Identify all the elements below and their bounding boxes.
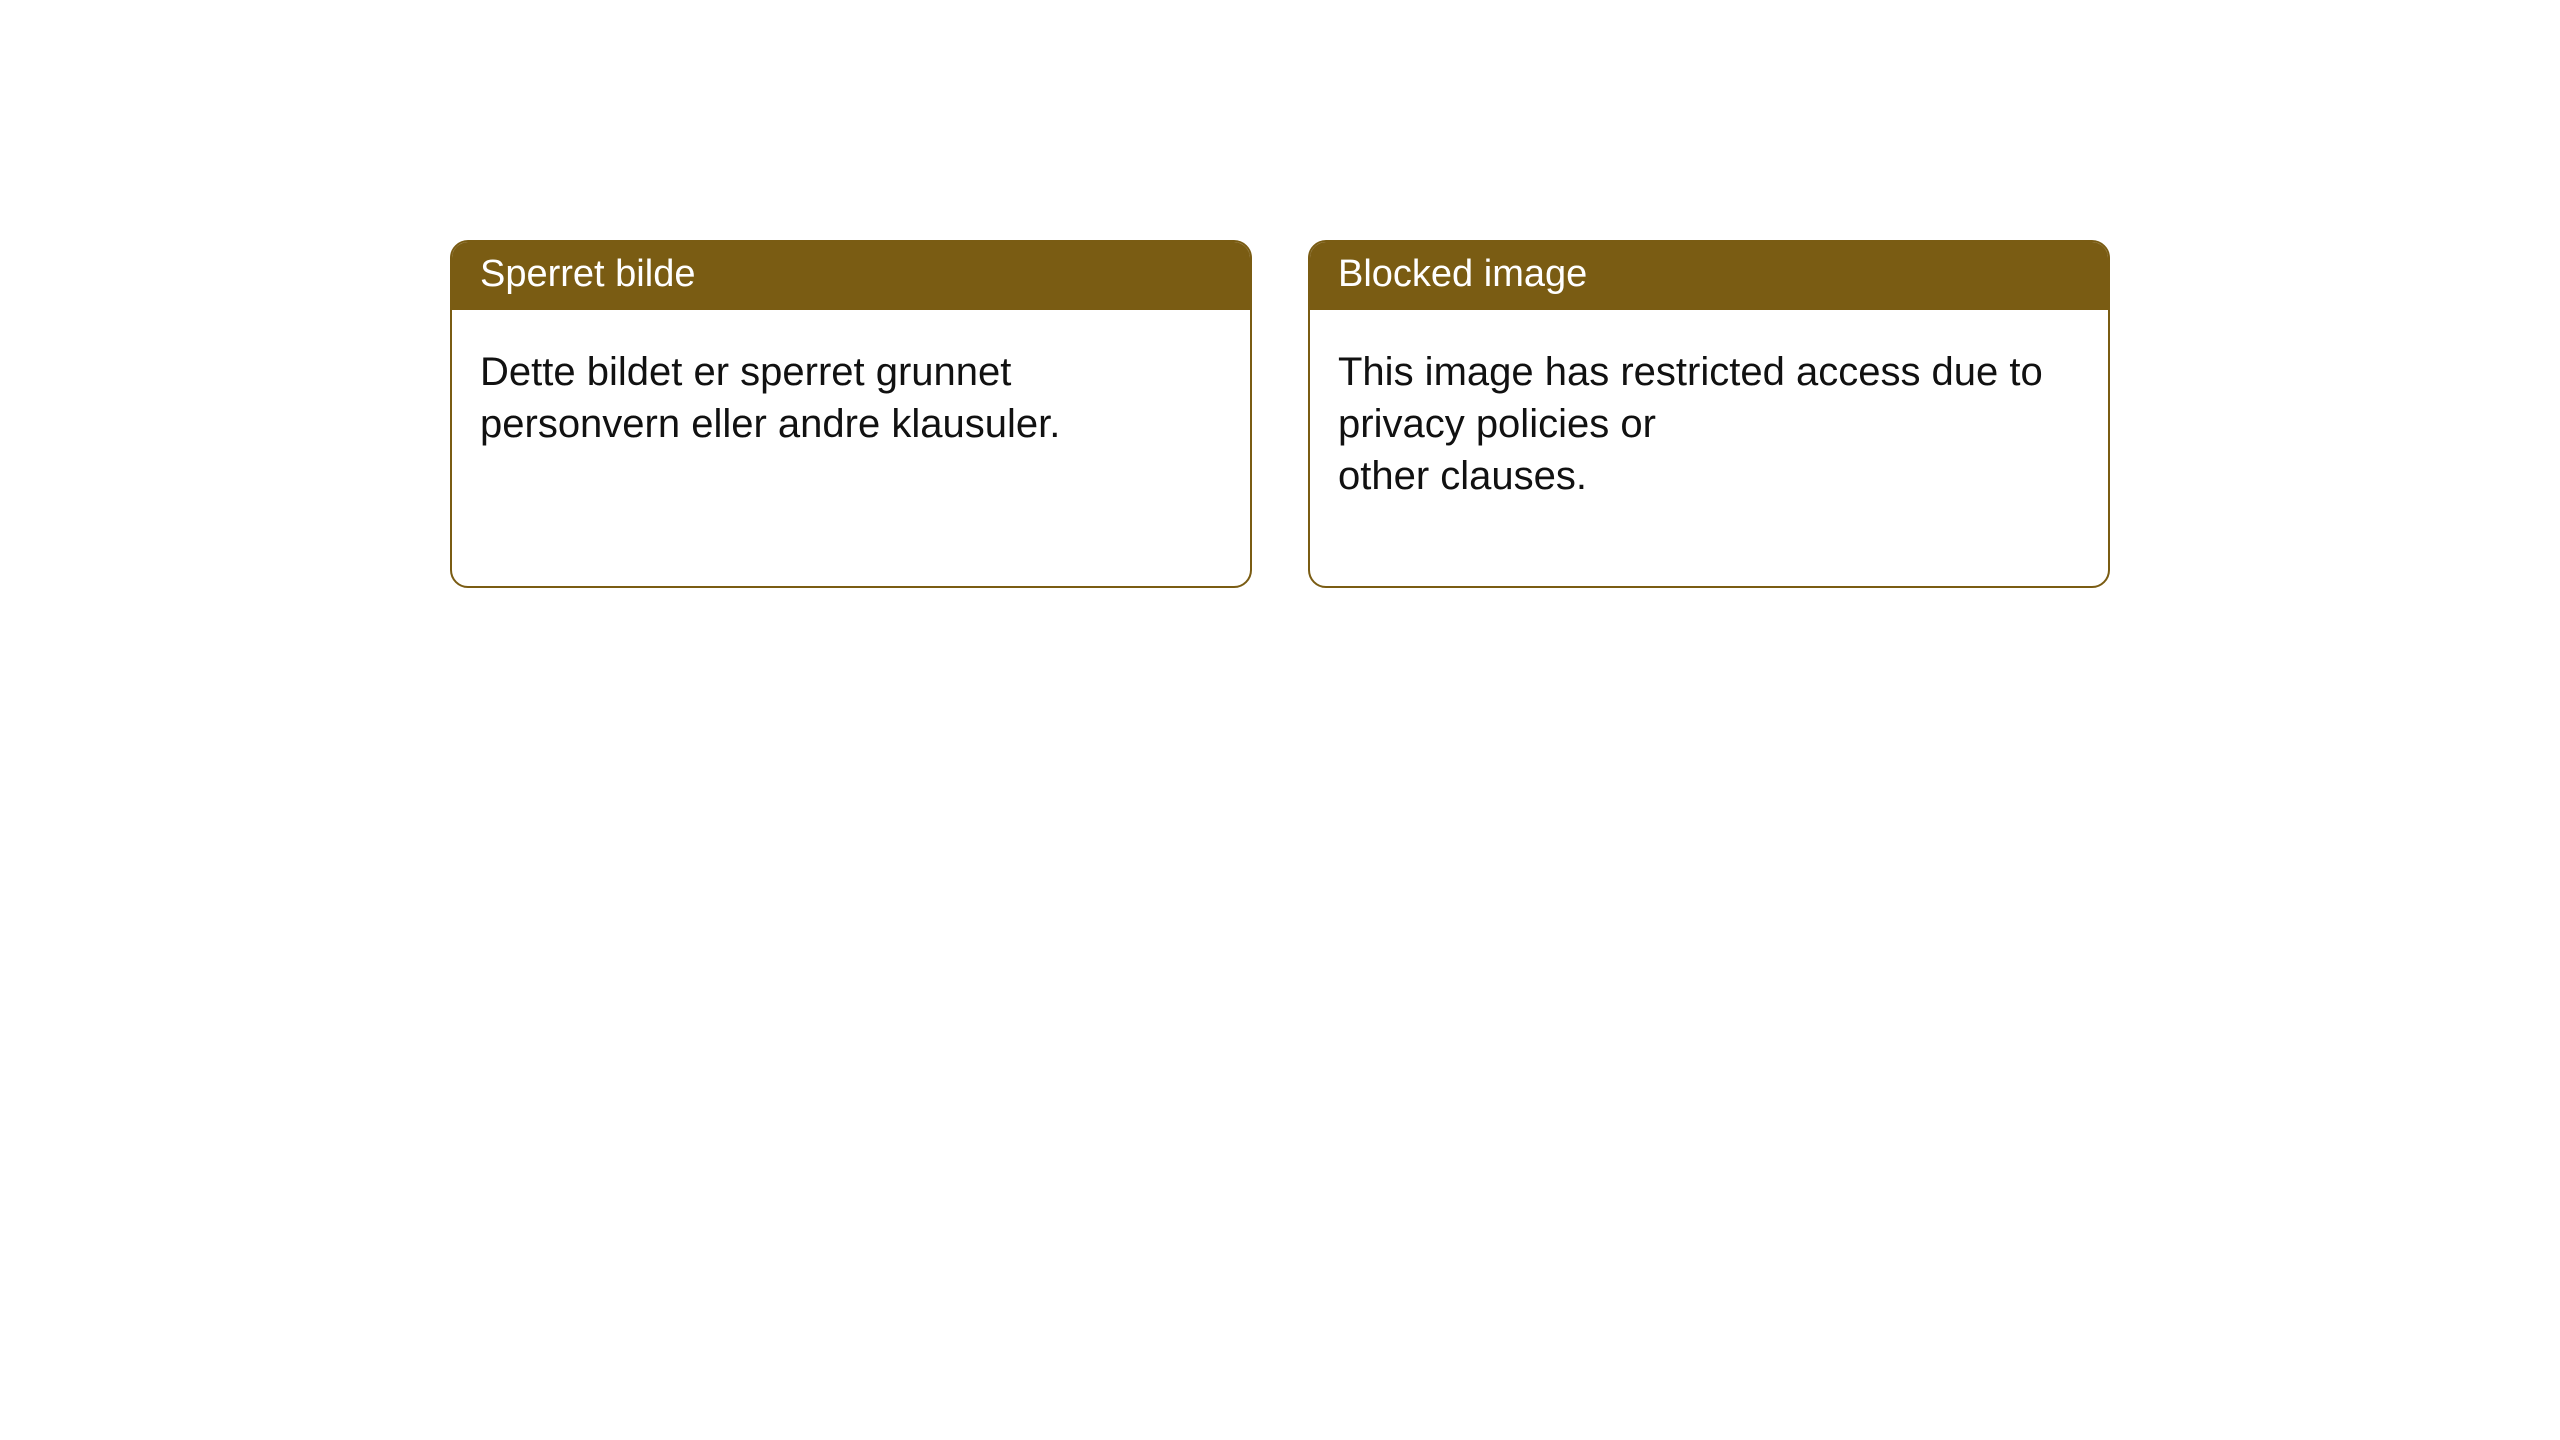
notice-card-no: Sperret bilde Dette bildet er sperret gr… — [450, 240, 1252, 588]
notice-body-no: Dette bildet er sperret grunnet personve… — [452, 310, 1250, 586]
notice-card-en: Blocked image This image has restricted … — [1308, 240, 2110, 588]
notice-container: Sperret bilde Dette bildet er sperret gr… — [450, 240, 2110, 588]
notice-header-no: Sperret bilde — [452, 242, 1250, 310]
notice-header-en: Blocked image — [1310, 242, 2108, 310]
notice-body-en: This image has restricted access due to … — [1310, 310, 2108, 586]
